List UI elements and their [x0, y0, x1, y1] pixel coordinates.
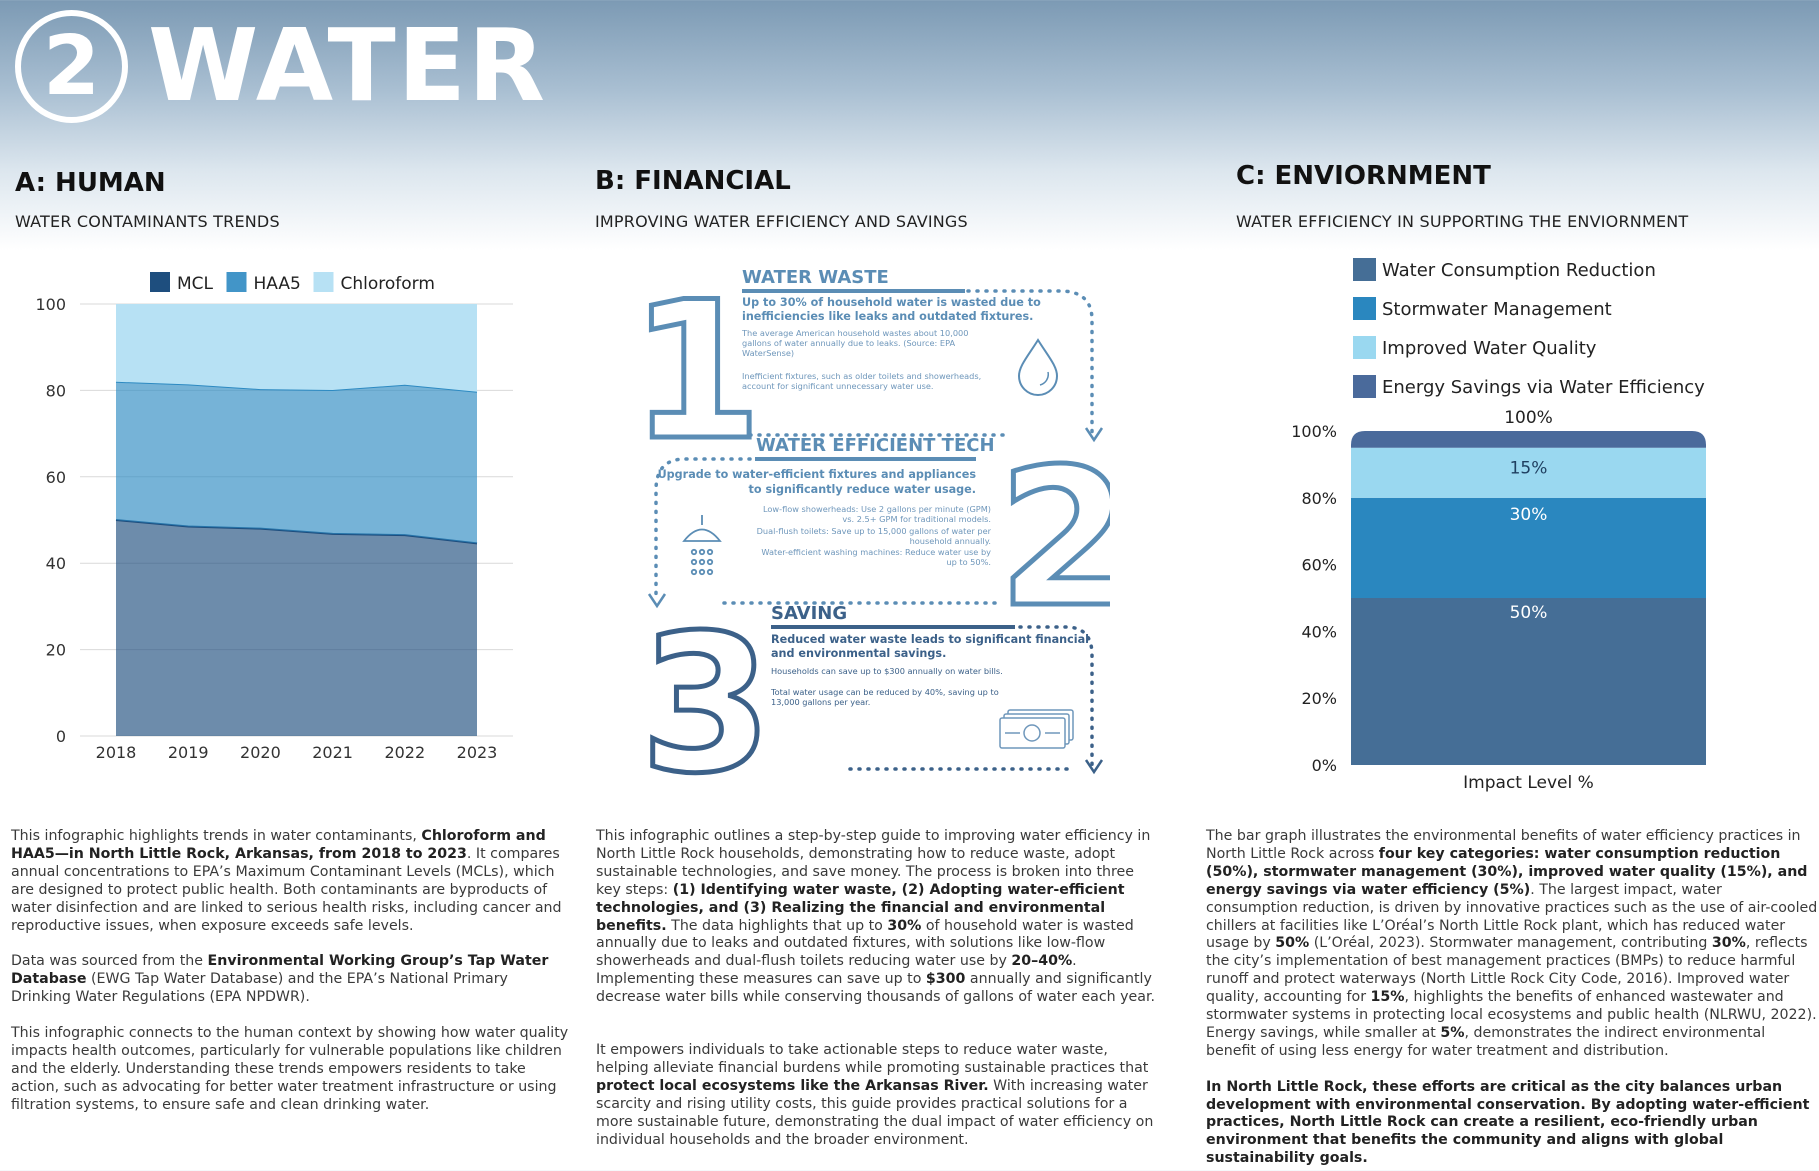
area-mcl — [116, 520, 477, 736]
y-tick-label: 60% — [1301, 556, 1337, 575]
y-tick-label: 80% — [1301, 489, 1337, 508]
step2-connector — [654, 457, 752, 600]
step1-arrow-icon — [1084, 427, 1104, 443]
step3-title: SAVING — [771, 603, 848, 624]
step2-note-1: Low-flow showerheads: Use 2 gallons per … — [763, 504, 991, 514]
legend-label: Chloroform — [341, 274, 435, 294]
step1-bold-line-1: Up to 30% of household water is wasted d… — [742, 296, 1041, 309]
step1-note-1a: The average American household wastes ab… — [742, 328, 969, 338]
y-tick-label: 20% — [1301, 689, 1337, 708]
step1-connector — [966, 289, 1094, 434]
legend-swatch — [226, 272, 247, 292]
step3-note-2a: Total water usage can be reduced by 40%,… — [771, 687, 999, 697]
legend-label: Stormwater Management — [1382, 299, 1612, 320]
y-tick-label: 0% — [1312, 756, 1337, 775]
legend-label: Water Consumption Reduction — [1382, 260, 1656, 281]
step2-note-2: vs. 2.5+ GPM for traditional models. — [842, 514, 991, 524]
step2-note-6: up to 50%. — [946, 557, 991, 567]
bar-data-label: 15% — [1510, 459, 1548, 479]
step1-note-2b: account for significant unnecessary wate… — [742, 381, 934, 391]
legend-swatch — [1353, 336, 1376, 359]
environment-impact-bar-chart: Water Consumption Reduction Stormwater Ma… — [1291, 258, 1706, 793]
bar-data-label: 50% — [1510, 603, 1548, 623]
bar-segment-energy-savings — [1351, 431, 1706, 448]
page-title: WATER — [148, 7, 547, 124]
x-tick-label: 2021 — [312, 743, 353, 762]
step2-bold-line-1: Upgrade to water-efficient fixtures and … — [657, 468, 976, 481]
x-axis-label: Impact Level % — [1463, 773, 1594, 793]
step2-arrow-icon — [647, 593, 667, 609]
step2-note-3: Dual-flush toilets: Save up to 15,000 ga… — [756, 526, 991, 536]
step1-note-2a: Inefficient fixtures, such as older toil… — [742, 371, 982, 381]
human-subheading: WATER CONTAMINANTS TRENDS — [15, 212, 280, 231]
step3-arrow-icon — [1084, 759, 1104, 775]
environment-heading: C: ENVIORNMENT — [1236, 161, 1491, 191]
contaminants-area-chart: 0 20 40 60 80 100 2018 2019 2020 2021 2022 2023 MCL H… — [35, 272, 513, 762]
legend-swatch — [1353, 297, 1376, 320]
step1-note-1c: WaterSense) — [742, 348, 795, 358]
y-tick-label: 100% — [1291, 422, 1337, 441]
step3-bold-line-2: and environmental savings. — [771, 647, 947, 660]
step1-title: WATER WASTE — [742, 267, 889, 288]
section-number-badge: 2 — [15, 10, 128, 123]
bar-segment — [1351, 447, 1706, 498]
step2-note-4: household annually. — [909, 536, 991, 546]
financial-description: This infographic outlines a step-by-step… — [596, 828, 1156, 1148]
bar-total-label: 100% — [1504, 408, 1553, 428]
bar-data-label: 30% — [1510, 505, 1548, 525]
y-tick-label: 60 — [46, 468, 66, 487]
step1-numeral: 1 — [640, 262, 762, 482]
x-tick-label: 2023 — [457, 743, 498, 762]
y-tick-label: 0 — [56, 727, 66, 746]
legend-swatch — [1353, 258, 1376, 281]
y-tick-label: 20 — [46, 641, 66, 660]
water-drop-icon — [1017, 338, 1059, 396]
legend-swatch — [150, 272, 170, 292]
legend-label: MCL — [177, 274, 214, 294]
human-description: This infographic highlights trends in wa… — [11, 828, 569, 1113]
step1-bold-line-2: inefficiencies like leaks and outdated f… — [742, 310, 1034, 323]
area-chloroform — [116, 304, 477, 392]
financial-subheading: IMPROVING WATER EFFICIENCY AND SAVINGS — [595, 212, 968, 231]
area-haa5 — [116, 381, 477, 544]
x-tick-label: 2020 — [240, 743, 281, 762]
step2-numeral: 2 — [998, 428, 1110, 649]
step1-note-1b: gallons of water annually due to leaks. … — [742, 338, 956, 348]
x-tick-label: 2022 — [384, 743, 425, 762]
legend-label: Energy Savings via Water Efficiency — [1382, 377, 1705, 398]
financial-steps-graphic: 1 2 3 — [640, 262, 1110, 787]
step3-connector — [1018, 625, 1094, 767]
page-header: 2 WATER — [0, 0, 1819, 140]
step2-title: WATER EFFICIENT TECH — [756, 435, 995, 456]
bar-segment — [1351, 598, 1706, 765]
step3-numeral: 3 — [640, 594, 772, 787]
legend-label: Improved Water Quality — [1382, 338, 1597, 359]
y-tick-label: 100 — [35, 295, 66, 314]
step3-note-2b: 13,000 gallons per year. — [771, 697, 871, 707]
line-haa5 — [115, 380, 478, 393]
y-tick-label: 40 — [46, 554, 66, 573]
environment-subheading: WATER EFFICIENCY IN SUPPORTING THE ENVIO… — [1236, 212, 1689, 231]
legend-swatch — [313, 272, 334, 292]
legend-label: HAA5 — [254, 274, 301, 294]
environment-description: The bar graph illustrates the environmen… — [1206, 828, 1818, 1167]
step3-note-1: Households can save up to $300 annually … — [771, 666, 1003, 676]
step2-bold-line-2: to significantly reduce water usage. — [748, 483, 976, 496]
step3-bold-line-1: Reduced water waste leads to significant… — [771, 633, 1089, 646]
money-stack-icon — [999, 709, 1074, 749]
bar-segment — [1351, 497, 1706, 598]
step2-note-5: Water-efficient washing machines: Reduce… — [761, 547, 991, 557]
x-tick-label: 2018 — [96, 743, 137, 762]
y-tick-label: 40% — [1301, 622, 1337, 641]
financial-heading: B: FINANCIAL — [595, 166, 791, 196]
y-tick-label: 80 — [46, 381, 66, 400]
legend-swatch — [1353, 375, 1376, 398]
x-tick-label: 2019 — [168, 743, 209, 762]
shower-head-icon — [682, 515, 722, 576]
human-heading: A: HUMAN — [15, 168, 166, 198]
